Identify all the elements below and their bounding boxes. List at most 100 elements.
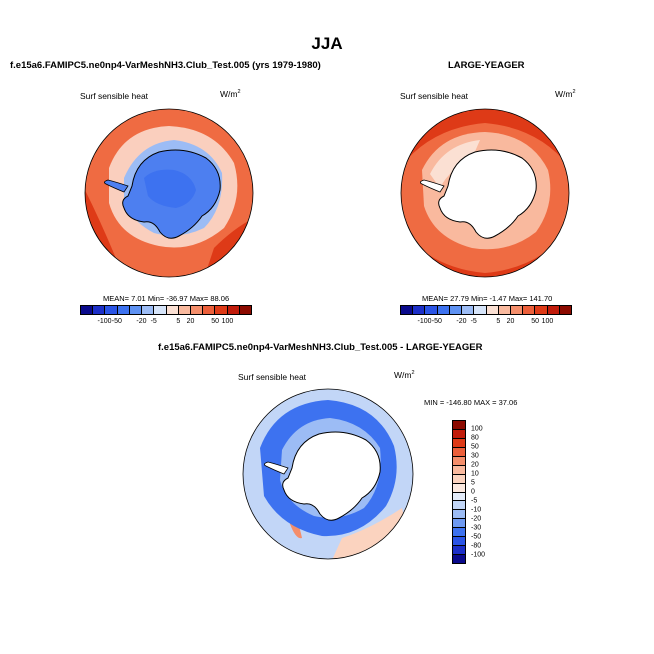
colorbar-tick-label: -50 [431,318,442,325]
test-colorbar [80,305,252,315]
colorbar-swatch [453,438,465,448]
difference-colorbar [452,420,466,564]
colorbar-swatch [166,306,179,314]
colorbar-swatch [437,306,450,314]
colorbar-tick-label: -20 [471,515,482,523]
test-deep-blue-patch [144,169,196,208]
colorbar-swatch [93,306,106,314]
colorbar-swatch [453,474,465,484]
colorbar-tick-label: 5 [471,479,475,487]
colorbar-swatch [178,306,191,314]
colorbar-swatch [535,306,548,314]
test-peninsula [104,179,129,193]
colorbar-tick-label: 20 [471,461,479,469]
colorbar-tick-label: -100 [471,551,486,559]
colorbar-tick-label: -5 [471,497,478,505]
colorbar-tick-label: 50 [211,318,220,325]
colorbar-tick-label: 50 [531,318,540,325]
colorbar-tick-label: -80 [471,542,482,550]
colorbar-swatch [239,306,252,314]
colorbar-swatch [462,306,475,314]
colorbar-swatch [117,306,130,314]
difference-units-label: W/m2 [394,370,415,380]
test-colorbar-ticks: -100 -50 -20 -5 5 20 50 100 [80,318,252,328]
colorbar-swatch [190,306,204,314]
colorbar-swatch [215,306,228,314]
colorbar-tick-label: 30 [471,452,479,460]
test-variable-label: Surf sensible heat [80,91,149,101]
colorbar-swatch [453,555,465,563]
colorbar-tick-label: -20 [456,318,467,325]
colorbar-tick-label: 100 [541,318,554,325]
colorbar-tick-label: -10 [471,506,482,514]
colorbar-tick-label: -5 [150,318,157,325]
colorbar-tick-label: 100 [471,425,483,433]
colorbar-swatch [453,501,465,511]
reference-panel-title: LARGE-YEAGER [448,60,525,71]
reference-hot-ring [401,109,569,168]
reference-peninsula [420,179,445,193]
colorbar-swatch [81,306,94,314]
colorbar-tick-label: -30 [471,524,482,532]
colorbar-tick-label: 20 [506,318,515,325]
colorbar-tick-label: -100 [417,318,432,325]
test-stats: MEAN= 7.01 Min= -36.97 Max= 88.06 [103,294,230,303]
colorbar-swatch [142,306,155,314]
difference-polar-map [242,388,414,560]
colorbar-swatch [453,537,465,547]
colorbar-swatch [453,421,465,430]
colorbar-swatch [523,306,536,314]
reference-antarctica-land [438,149,537,239]
colorbar-swatch [401,306,414,314]
colorbar-tick-label: 0 [471,488,475,496]
colorbar-tick-label: -50 [111,318,122,325]
colorbar-swatch [547,306,560,314]
reference-pale-band-inner [430,140,480,188]
colorbar-swatch [453,465,465,475]
difference-colorbar-ticks: 100 80 50 30 20 10 5 0 -5 -10 -20 -30 -50 -80 -100 [471,420,501,564]
colorbar-tick-label: 100 [221,318,234,325]
colorbar-swatch [498,306,511,314]
test-panel-title: f.e15a6.FAMIPC5.ne0np4-VarMeshNH3.Club_T… [10,60,321,71]
colorbar-swatch [129,306,143,314]
reference-colorbar-ticks: -100 -50 -20 -5 5 20 50 100 [400,318,572,328]
colorbar-swatch [203,306,216,314]
colorbar-swatch [453,519,465,529]
colorbar-swatch [413,306,426,314]
reference-units-label: W/m2 [555,89,576,99]
colorbar-tick-label: 10 [471,470,479,478]
colorbar-swatch [154,306,167,314]
colorbar-swatch [559,306,572,314]
colorbar-tick-label: 50 [471,443,479,451]
season-title: JJA [311,34,343,53]
reference-stats: MEAN= 27.79 Min= -1.47 Max= 141.70 [422,294,553,303]
colorbar-swatch [105,306,118,314]
colorbar-swatch [510,306,524,314]
colorbar-tick-label: -5 [470,318,477,325]
colorbar-swatch [453,492,465,502]
test-polar-map [84,108,254,278]
colorbar-swatch [453,447,465,457]
colorbar-swatch [453,483,465,493]
colorbar-swatch [449,306,463,314]
colorbar-tick-label: -20 [136,318,147,325]
colorbar-swatch [453,546,465,556]
difference-antarctica-land [282,431,381,521]
colorbar-swatch [486,306,499,314]
colorbar-swatch [453,429,465,439]
colorbar-swatch [453,510,465,520]
difference-variable-label: Surf sensible heat [238,372,307,382]
test-units-label: W/m2 [220,89,241,99]
colorbar-tick-label: 5 [176,318,181,325]
colorbar-tick-label: -100 [97,318,112,325]
colorbar-tick-label: -50 [471,533,482,541]
colorbar-swatch [227,306,240,314]
colorbar-tick-label: 20 [186,318,195,325]
colorbar-swatch [453,456,465,466]
colorbar-tick-label: 80 [471,434,479,442]
difference-peninsula [264,461,289,475]
colorbar-swatch [425,306,438,314]
colorbar-tick-label: 5 [496,318,501,325]
colorbar-swatch [474,306,487,314]
colorbar-swatch [453,528,465,538]
